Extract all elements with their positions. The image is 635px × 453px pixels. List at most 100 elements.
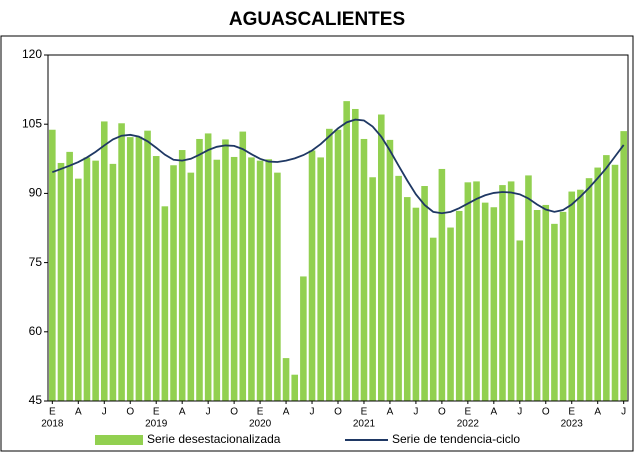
bar [611,164,619,401]
bar [248,157,255,401]
bar [542,204,550,401]
x-tick-label: E [49,407,56,418]
bar [352,108,359,401]
bar [412,207,420,401]
x-tick-label: J [517,407,522,418]
bar [274,172,281,401]
bar [230,156,238,401]
bar [481,202,489,401]
x-tick-label: O [542,407,550,418]
y-tick-label: 120 [22,47,42,61]
bar [213,159,221,401]
bar [170,165,177,401]
bar [334,129,342,401]
y-tick-label: 75 [29,255,43,269]
bar [152,156,160,401]
bar [473,181,480,401]
bar [464,182,472,401]
bar [585,178,593,401]
x-tick-label: A [490,407,497,418]
bar [490,207,498,401]
bar [568,191,576,401]
x-tick-label: J [621,407,626,418]
bar [161,206,169,401]
bar [421,186,428,401]
bar [403,197,411,401]
bar [455,210,463,401]
legend-label: Serie de tendencia-ciclo [392,432,520,446]
bar [386,139,394,402]
chart-frame [0,35,634,452]
bar [92,160,99,401]
bar [265,159,273,401]
x-tick-label: E [153,407,160,418]
x-year-label: 2021 [353,419,376,430]
bar [75,178,82,401]
x-year-label: 2020 [249,419,272,430]
bar [326,128,333,401]
x-tick-label: E [465,407,472,418]
x-tick-label: A [75,407,82,418]
bar [551,223,558,401]
x-tick-label: A [283,407,290,418]
x-tick-label: A [179,407,186,418]
x-tick-label: O [334,407,342,418]
bar [118,123,125,401]
bar [126,137,134,401]
bar [594,167,601,401]
y-tick-label: 90 [29,186,43,200]
bar [66,151,73,401]
bar [559,211,567,401]
bar [291,374,299,401]
bar [377,114,385,402]
bar [429,237,437,401]
trend-line [52,118,625,215]
bar [620,131,627,401]
legend-swatch [95,435,143,445]
legend-label: Serie desestacionalizada [147,432,281,446]
bar [196,138,203,402]
x-year-label: 2023 [561,419,584,430]
bar [343,101,350,401]
bar [577,189,584,401]
bar [222,139,229,401]
bar [499,185,506,401]
bar [109,163,117,401]
bar [516,240,524,401]
bar [395,175,402,401]
x-tick-label: E [257,407,264,418]
x-year-label: 2018 [41,419,64,430]
x-tick-label: O [438,407,446,418]
bar [204,133,212,401]
bar [603,155,610,401]
x-tick-label: J [310,407,315,418]
bar [57,162,65,401]
y-tick-label: 45 [29,393,43,407]
bar [135,136,143,401]
x-tick-label: E [361,407,368,418]
bar [360,138,368,402]
x-tick-label: J [102,407,107,418]
x-tick-label: J [413,407,418,418]
bar [83,157,91,401]
bar [507,181,515,401]
x-tick-label: J [206,407,211,418]
x-tick-label: O [126,407,134,418]
bar [256,160,264,401]
x-year-label: 2019 [145,419,168,430]
bar [144,130,151,401]
bar [308,150,316,401]
bar [282,358,290,401]
bar [300,276,307,401]
bar [49,129,56,401]
x-tick-label: A [387,407,394,418]
bar [533,210,541,401]
bar [100,121,108,401]
bar [438,168,446,401]
x-tick-label: E [568,407,575,418]
x-tick-label: A [594,407,601,418]
y-tick-label: 105 [22,116,42,130]
bar [317,157,324,401]
bar [187,172,195,401]
